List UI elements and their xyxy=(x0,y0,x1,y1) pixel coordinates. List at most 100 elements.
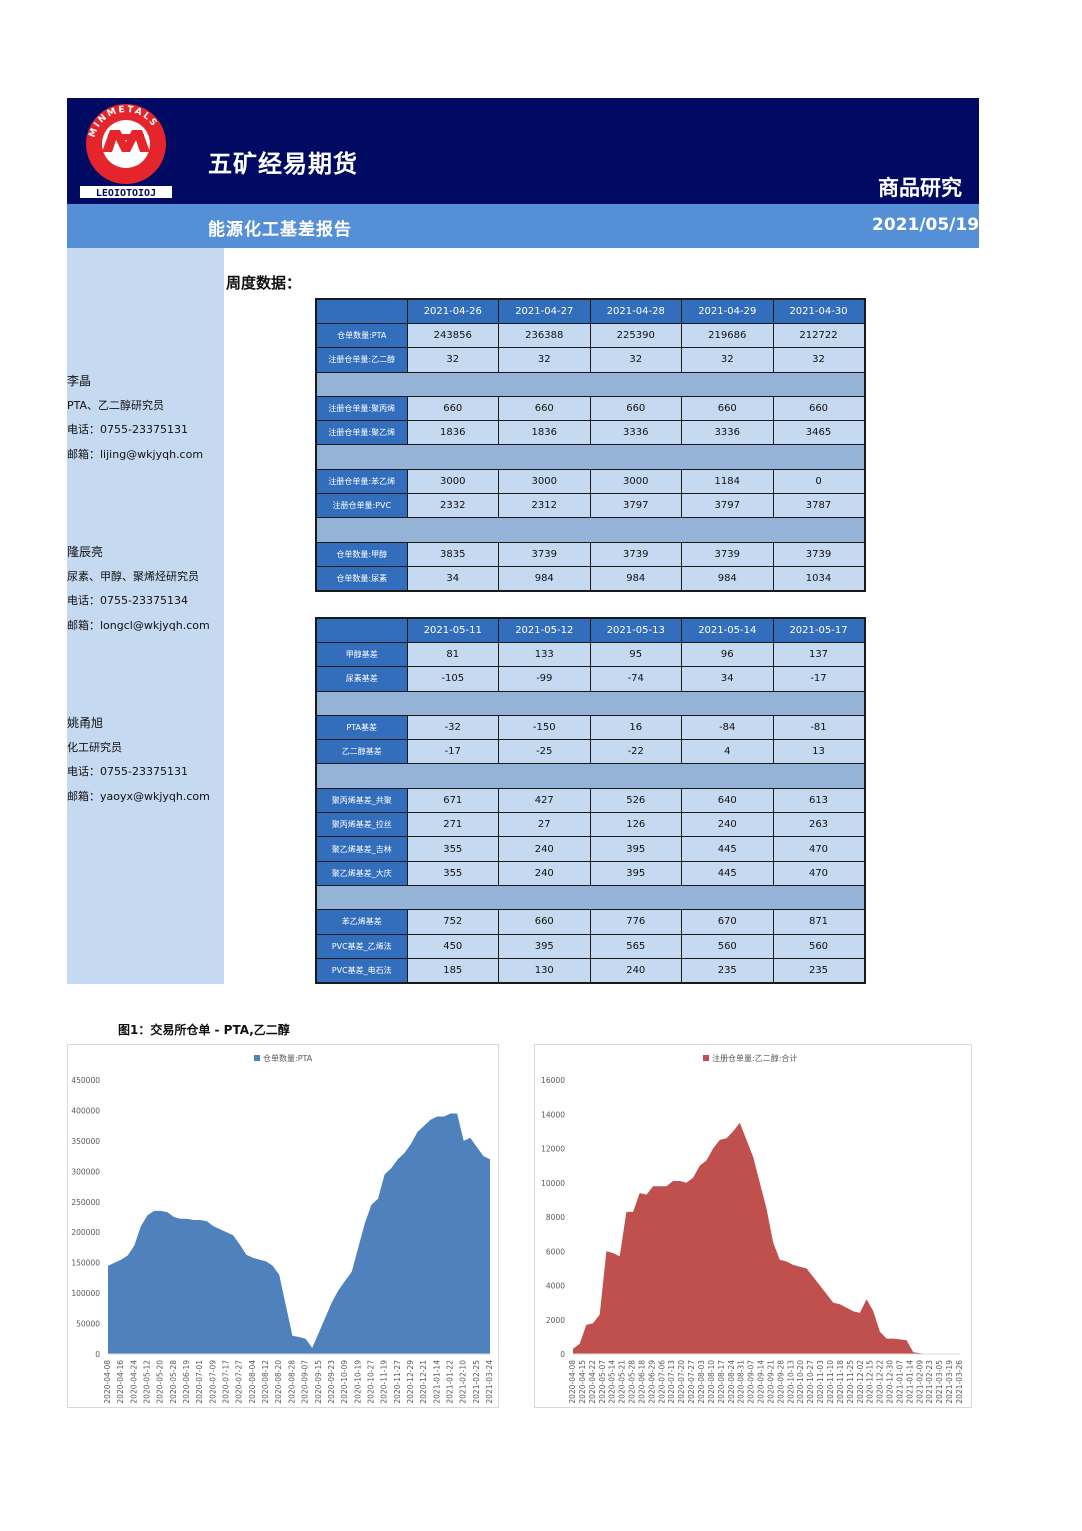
x-tick-label: 2020-08-24 xyxy=(727,1360,736,1404)
value-cell: -99 xyxy=(498,666,591,692)
table-row: PVC基差_乙烯法 450 395 565 560 560 xyxy=(315,933,865,959)
row-label-cell: 甲醇基差 xyxy=(315,641,408,668)
y-tick-label: 14000 xyxy=(541,1110,565,1119)
value-cell: 3336 xyxy=(589,420,682,446)
contact-role: 化工研究员 xyxy=(67,740,122,754)
value-cell: 1836 xyxy=(498,420,591,446)
value-cell: 752 xyxy=(406,909,499,935)
value-cell: 1184 xyxy=(681,468,774,495)
value-cell: 660 xyxy=(406,395,499,422)
section-label: 商品研究 xyxy=(878,176,962,200)
y-tick-label: 400000 xyxy=(71,1106,100,1115)
value-cell: 263 xyxy=(772,812,865,838)
x-tick-label: 2020-09-15 xyxy=(314,1360,323,1404)
table-row: 注册仓单量:苯乙烯 3000 3000 3000 1184 0 xyxy=(315,468,865,495)
value-cell: 395 xyxy=(589,860,682,886)
value-cell: 3797 xyxy=(681,493,774,519)
x-tick-label: 2020-08-12 xyxy=(261,1360,270,1404)
date-header-cell: 2021-04-30 xyxy=(772,298,865,324)
basis-table: 2021-05-11 2021-05-12 2021-05-13 2021-05… xyxy=(315,617,866,985)
x-tick-label: 2021-01-14 xyxy=(432,1360,441,1404)
table-row: 注册仓单量:聚乙烯 1836 1836 3336 3336 3465 xyxy=(315,420,865,446)
x-tick-label: 2020-04-15 xyxy=(578,1360,587,1404)
x-tick-label: 2020-11-19 xyxy=(380,1360,389,1404)
x-tick-label: 2020-11-25 xyxy=(846,1360,855,1404)
value-cell: 240 xyxy=(498,860,591,886)
x-tick-label: 2020-05-21 xyxy=(618,1360,627,1404)
x-tick-label: 2020-09-28 xyxy=(776,1360,785,1404)
value-cell: 871 xyxy=(772,909,865,935)
header-corner-cell xyxy=(315,298,408,324)
x-tick-label: 2020-09-07 xyxy=(747,1360,756,1404)
value-cell: 126 xyxy=(589,812,682,838)
table-row: 聚乙烯基差_吉林 355 240 395 445 470 xyxy=(315,836,865,862)
x-tick-label: 2020-07-20 xyxy=(677,1360,686,1404)
table-header-row: 2021-05-11 2021-05-12 2021-05-13 2021-05… xyxy=(315,617,865,643)
x-tick-label: 2020-09-07 xyxy=(301,1360,310,1404)
x-tick-label: 2021-02-09 xyxy=(915,1360,924,1404)
figure-title: 图1：交易所仓单 - PTA,乙二醇 xyxy=(118,1023,290,1037)
separator-cell xyxy=(315,517,865,543)
area-series xyxy=(108,1113,490,1354)
value-cell: -17 xyxy=(772,666,865,692)
value-cell: -105 xyxy=(406,666,499,692)
value-cell: 13 xyxy=(772,739,865,765)
x-tick-label: 2020-05-28 xyxy=(628,1360,637,1404)
table-row: 仓单数量:PTA 243856 236388 225390 219686 212722 xyxy=(315,322,865,349)
table-row: 尿素基差 -105 -99 -74 34 -17 xyxy=(315,666,865,692)
y-tick-label: 300000 xyxy=(71,1167,100,1176)
value-cell: 560 xyxy=(772,933,865,959)
value-cell: 3000 xyxy=(498,468,591,495)
x-tick-label: 2020-12-29 xyxy=(406,1360,415,1404)
contact-phone: 电话：0755-23375131 xyxy=(67,423,188,436)
legend-label: 注册仓单量:乙二醇:合计 xyxy=(712,1053,797,1063)
x-tick-label: 2020-07-06 xyxy=(657,1360,666,1404)
separator-cell xyxy=(315,690,865,716)
report-title: 能源化工基差报告 xyxy=(208,220,352,240)
contact-role: PTA、乙二醇研究员 xyxy=(67,398,165,412)
value-cell: 3000 xyxy=(406,468,499,495)
row-label-cell: 苯乙烯基差 xyxy=(315,909,408,935)
value-cell: -17 xyxy=(406,739,499,765)
contact-email[interactable]: 邮箱：longcl@wkjyqh.com xyxy=(67,618,210,632)
x-tick-label: 2020-11-10 xyxy=(826,1360,835,1404)
contact-email[interactable]: 邮箱：lijing@wkjyqh.com xyxy=(67,447,204,461)
legend-label: 仓单数量:PTA xyxy=(263,1053,313,1063)
x-tick-label: 2020-05-14 xyxy=(608,1360,617,1404)
contact-email[interactable]: 邮箱：yaoyx@wkjyqh.com xyxy=(67,789,210,803)
x-tick-label: 2020-04-08 xyxy=(103,1360,112,1404)
row-label-cell: 乙二醇基差 xyxy=(315,739,408,765)
value-cell: -84 xyxy=(681,714,774,741)
x-tick-label: 2020-06-18 xyxy=(637,1360,646,1404)
x-tick-label: 2021-01-07 xyxy=(895,1360,904,1404)
x-tick-label: 2020-05-28 xyxy=(169,1360,178,1404)
value-cell: 450 xyxy=(406,933,499,959)
separator-row xyxy=(315,763,865,789)
table-header-row: 2021-04-26 2021-04-27 2021-04-28 2021-04… xyxy=(315,298,865,324)
value-cell: 32 xyxy=(589,347,682,373)
x-tick-label: 2020-04-22 xyxy=(588,1360,597,1404)
row-label-cell: 尿素基差 xyxy=(315,666,408,692)
y-tick-label: 8000 xyxy=(546,1213,565,1222)
y-tick-label: 12000 xyxy=(541,1145,565,1154)
value-cell: 3835 xyxy=(406,541,499,567)
separator-cell xyxy=(315,884,865,911)
x-tick-label: 2021-01-22 xyxy=(445,1360,454,1404)
value-cell: 660 xyxy=(498,395,591,422)
value-cell: 95 xyxy=(589,641,682,668)
contact-phone: 电话：0755-23375131 xyxy=(67,765,188,778)
value-cell: 243856 xyxy=(406,322,499,349)
y-tick-label: 4000 xyxy=(546,1282,565,1291)
value-cell: 3336 xyxy=(681,420,774,446)
row-label-cell: 注册仓单量:聚乙烯 xyxy=(315,420,408,446)
value-cell: 4 xyxy=(681,739,774,765)
y-tick-label: 0 xyxy=(560,1350,565,1359)
row-label-cell: 聚丙烯基差_共聚 xyxy=(315,787,408,814)
contact-phone: 电话：0755-23375134 xyxy=(67,594,188,607)
value-cell: 613 xyxy=(772,787,865,814)
row-label-cell: 仓单数量:甲醇 xyxy=(315,541,408,567)
header-band xyxy=(67,98,979,204)
date-header-cell: 2021-05-11 xyxy=(406,617,499,643)
table-row: 聚丙烯基差_拉丝 271 27 126 240 263 xyxy=(315,812,865,838)
x-tick-label: 2020-07-17 xyxy=(222,1360,231,1404)
